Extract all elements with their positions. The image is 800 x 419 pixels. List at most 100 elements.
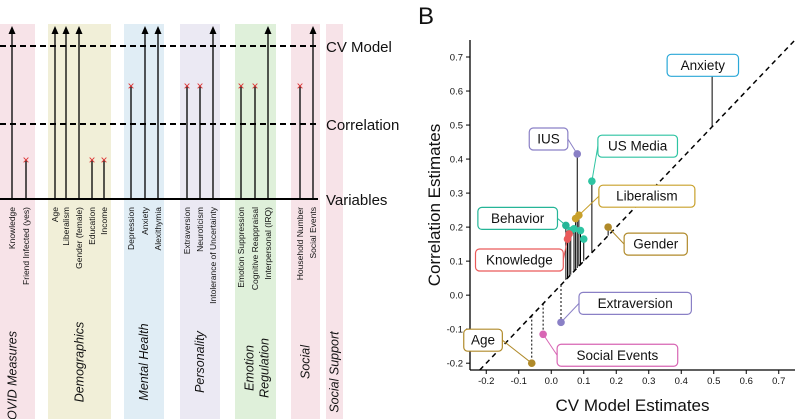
label-connector <box>578 195 600 216</box>
y-axis-label: Correlation Estimates <box>425 124 444 287</box>
level-label-cv-model: CV Model <box>326 39 392 56</box>
group-band-social <box>291 24 320 419</box>
y-tick-label: -0.1 <box>447 325 463 336</box>
label-box <box>556 343 679 367</box>
variable-label-interpersonal-irq-: Interpersonal (IRQ) <box>263 207 273 280</box>
level-label-variables: Variables <box>326 192 387 209</box>
group-label-covid: COVID Measures <box>6 331 20 419</box>
cross-mark: × <box>237 79 244 93</box>
panel-b-label: B <box>418 3 434 30</box>
cross-mark: × <box>296 79 303 93</box>
x-tick-label: 0.3 <box>642 376 655 387</box>
label-box <box>666 53 740 77</box>
point-label-age: Age <box>471 333 495 348</box>
x-axis-label: CV Model Estimates <box>556 396 710 415</box>
variable-label-anxiety: Anxiety <box>140 206 150 235</box>
arrow-head <box>309 26 317 34</box>
label-connector <box>560 303 580 323</box>
group-label-support: Social Support <box>328 331 342 413</box>
x-tick-label: 0.6 <box>740 376 753 387</box>
label-box <box>598 184 696 208</box>
y-tick-label: 0.1 <box>450 257 463 268</box>
label-box <box>597 134 679 158</box>
group-label-emo-2: Regulation <box>258 338 272 398</box>
group-label-mental: Mental Health <box>137 323 151 400</box>
group-label-social: Social <box>299 344 313 379</box>
level-label-correlation: Correlation <box>326 117 399 134</box>
y-tick-label: 0.7 <box>450 53 463 64</box>
cross-mark: × <box>196 79 203 93</box>
label-box <box>623 232 688 256</box>
x-tick-label: -0.2 <box>478 376 494 387</box>
label-connector <box>607 226 625 245</box>
label-connector <box>557 218 567 226</box>
variable-label-household-number: Household Number <box>295 207 305 280</box>
point-unlabeled-14 <box>579 235 588 243</box>
label-connector <box>502 339 533 364</box>
variable-label-knowledge: Knowledge <box>7 207 17 249</box>
y-tick-label: 0.3 <box>450 189 463 200</box>
panel-b: B -0.2 -0.1 0.0 0.1 0.2 0.3 0.4 0.5 0.6 0.7 -0.2 -0.… <box>418 3 796 415</box>
variable-label-education: Education <box>87 207 97 245</box>
variable-label-emotion-suppression: Emotion Suppression <box>236 207 246 288</box>
y-tick-label: 0.0 <box>450 291 463 302</box>
point-label-liberalism: Liberalism <box>616 189 678 204</box>
point-unlabeled-10 <box>571 214 580 223</box>
point-label-gender: Gender <box>633 237 679 252</box>
cross-mark: × <box>88 153 95 167</box>
cross-mark: × <box>22 153 29 167</box>
x-tick-label: -0.1 <box>511 376 527 387</box>
variable-label-neuroticism: Neuroticism <box>195 207 205 252</box>
x-tick-label: 0.5 <box>707 376 720 387</box>
label-box <box>463 328 503 352</box>
variable-label-extraversion: Extraversion <box>182 207 192 255</box>
x-tick-label: 0.7 <box>772 376 785 387</box>
point-unlabeled-12 <box>570 225 578 233</box>
y-tick-label: 0.4 <box>450 155 463 166</box>
variable-label-income: Income <box>99 207 109 235</box>
arrow-head <box>62 26 70 34</box>
x-tick-label: 0.0 <box>545 376 558 387</box>
arrow-head <box>75 26 83 34</box>
variable-label-depression: Depression <box>126 207 136 250</box>
x-tick-label: 0.1 <box>577 376 590 387</box>
point-label-social-events: Social Events <box>577 348 659 363</box>
y-tick-label: 0.5 <box>450 121 463 132</box>
point-label-knowledge: Knowledge <box>486 253 553 268</box>
group-band-support <box>326 24 343 419</box>
arrow-head <box>154 26 162 34</box>
label-connector <box>591 146 599 182</box>
y-tick-label: 0.2 <box>450 223 463 234</box>
point-unlabeled-15 <box>565 230 573 238</box>
x-tick-label: 0.4 <box>675 376 688 387</box>
variable-label-age: Age <box>50 207 60 222</box>
variable-label-intolerance-of-uncertainty: Intolerance of Uncertainty <box>208 206 218 304</box>
point-label-ius: IUS <box>537 131 560 146</box>
y-tick-label: -0.2 <box>447 359 463 370</box>
arrow-head <box>264 26 272 34</box>
label-box <box>474 248 564 272</box>
point-label-anxiety: Anxiety <box>681 58 726 73</box>
x-tick-label: 0.2 <box>610 376 623 387</box>
y-tick-label: 0.6 <box>450 87 463 98</box>
variable-label-alexithymia: Alexithymia <box>153 207 163 251</box>
label-connector <box>567 138 578 155</box>
variable-label-liberalism: Liberalism <box>61 207 71 246</box>
cross-mark: × <box>100 153 107 167</box>
cross-mark: × <box>127 79 134 93</box>
label-connector <box>562 238 568 261</box>
group-band-covid <box>0 24 35 419</box>
variable-label-friend-infected-yes-: Friend Infected (yes) <box>21 207 31 285</box>
point-unlabeled-13 <box>576 226 585 235</box>
arrow-head <box>209 26 217 34</box>
label-box <box>528 127 569 151</box>
point-label-us-media: US Media <box>608 139 668 154</box>
label-connector <box>542 334 558 356</box>
cross-mark: × <box>183 79 190 93</box>
point-label-behavior: Behavior <box>491 211 545 226</box>
group-label-pers: Personality <box>193 330 207 393</box>
variable-label-social-events: Social Events <box>308 207 318 259</box>
label-box <box>477 206 559 231</box>
